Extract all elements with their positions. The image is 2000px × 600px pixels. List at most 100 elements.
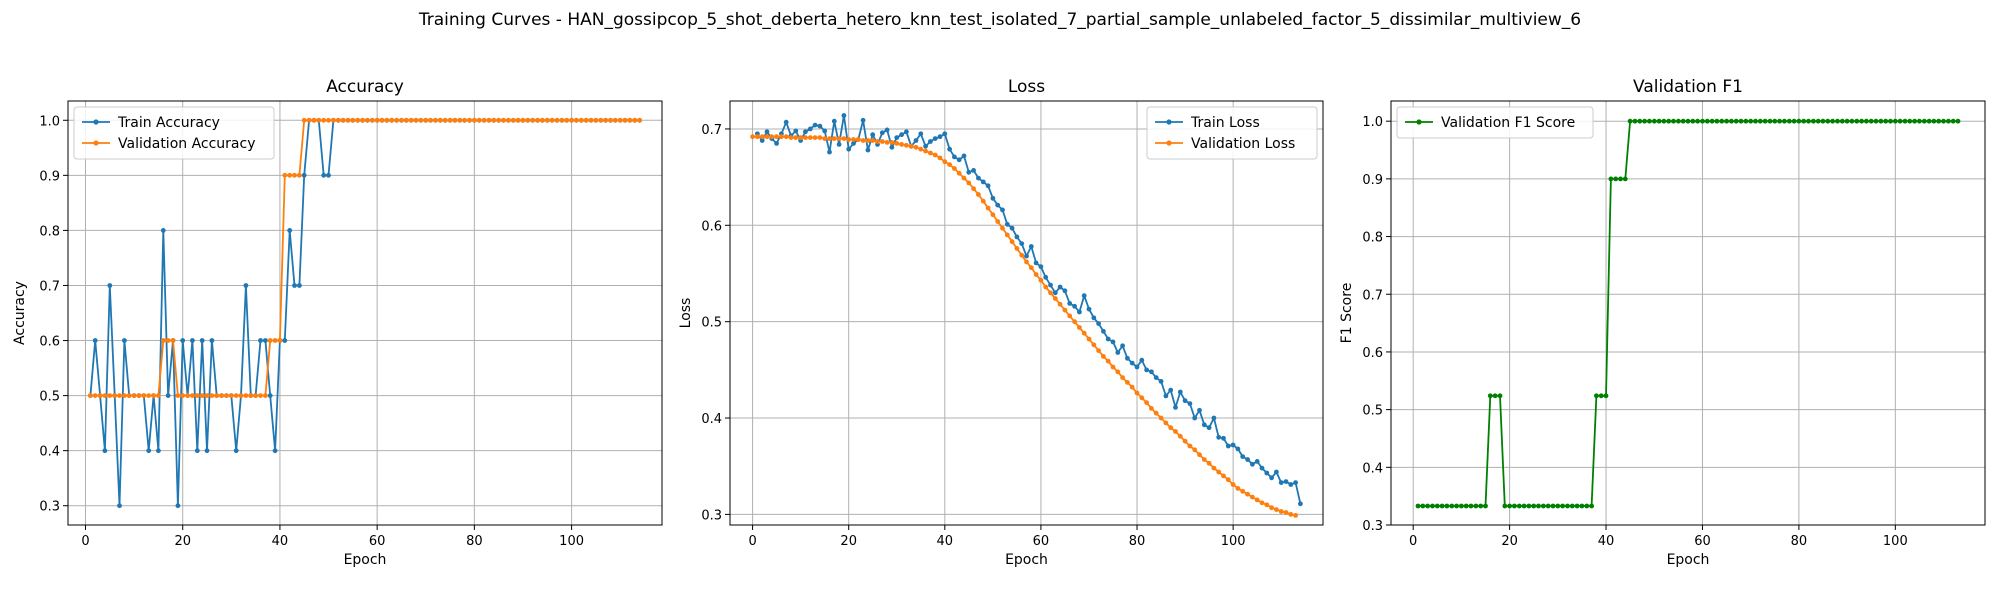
validation-loss-point	[855, 137, 861, 142]
validation-f1-score-point	[1690, 118, 1696, 124]
train-loss-point	[759, 138, 765, 143]
validation-loss-point	[1197, 452, 1202, 458]
validation-loss-point	[783, 134, 789, 140]
validation-f1-score-point	[1671, 118, 1676, 124]
figure-suptitle: Training Curves - HAN_gossipcop_5_shot_d…	[418, 10, 1581, 30]
validation-accuracy-point	[564, 117, 570, 123]
train-accuracy-point	[175, 503, 181, 509]
train-loss-point	[1129, 360, 1135, 366]
validation-accuracy-point	[267, 338, 273, 343]
validation-loss-point	[1077, 325, 1082, 330]
loss-xlabel: Epoch	[1005, 552, 1048, 568]
train-loss-point	[1144, 367, 1149, 373]
accuracy-xtick-label: 20	[174, 534, 191, 549]
validation-loss-point	[1004, 232, 1010, 238]
train-loss-point	[985, 183, 991, 189]
train-loss-point	[966, 169, 972, 175]
validation-accuracy-point	[578, 117, 584, 123]
validation-accuracy-point	[374, 117, 380, 123]
validation-f1-score-point	[1743, 118, 1749, 124]
validation-f1-score-point	[1685, 118, 1691, 124]
train-loss-point	[937, 134, 943, 140]
validation-accuracy-point	[627, 117, 633, 123]
validation-loss-point	[788, 135, 794, 141]
validation-accuracy-point	[540, 117, 545, 123]
validation-accuracy-point	[238, 393, 244, 398]
validation-loss-point	[1288, 512, 1294, 517]
validation-f1-score-point	[1584, 503, 1590, 509]
validation-f1-score-point	[1594, 393, 1599, 399]
train-loss-point	[1077, 309, 1082, 315]
train-accuracy-point	[258, 338, 263, 343]
validation-accuracy-point	[258, 393, 263, 398]
train-loss-point	[831, 118, 837, 124]
validation-accuracy-point	[462, 117, 467, 123]
validation-accuracy-point	[437, 117, 443, 123]
validation-loss-point	[1245, 491, 1250, 497]
validation-accuracy-point	[146, 393, 152, 398]
train-loss-point	[904, 129, 909, 135]
validation-loss-point	[923, 148, 928, 154]
validation-f1-score-point	[1627, 118, 1633, 124]
validation-f1-ytick-label: 0.3	[1362, 519, 1383, 534]
accuracy-ytick-label: 0.9	[39, 169, 60, 184]
train-loss-point	[1211, 415, 1217, 421]
train-loss-point	[1168, 387, 1174, 393]
validation-f1-ytick-label: 0.5	[1362, 404, 1383, 419]
validation-f1-score-point	[1700, 118, 1705, 124]
validation-f1-score-point	[1541, 503, 1546, 509]
train-loss-point	[1254, 459, 1260, 464]
validation-f1-ytick-label: 0.9	[1362, 173, 1383, 188]
validation-accuracy-point	[175, 393, 181, 398]
validation-accuracy-point	[574, 117, 579, 123]
validation-f1-score-point	[1512, 503, 1517, 509]
validation-loss-point	[894, 141, 900, 146]
validation-f1-score-point	[1502, 503, 1508, 509]
validation-loss-point	[1043, 284, 1049, 290]
validation-accuracy-point	[136, 393, 142, 398]
loss-xtick-label: 80	[1129, 534, 1146, 549]
validation-accuracy-point	[472, 117, 477, 123]
train-loss-point	[817, 123, 823, 129]
train-loss-point	[1153, 375, 1159, 380]
validation-loss-point	[1048, 290, 1053, 296]
validation-loss-point	[1033, 272, 1039, 277]
train-loss-point	[1048, 282, 1053, 288]
train-loss-point	[793, 128, 799, 134]
validation-f1-score-point	[1950, 118, 1956, 124]
validation-loss-legend-marker	[1166, 140, 1172, 146]
validation-loss-point	[1115, 369, 1121, 375]
train-loss-point	[783, 119, 789, 125]
train-loss-point	[1293, 480, 1298, 485]
validation-accuracy-point	[467, 117, 472, 123]
validation-f1-score-point	[1815, 118, 1821, 124]
accuracy-ytick-label: 0.7	[39, 279, 60, 294]
validation-f1-score-point	[1724, 118, 1729, 124]
validation-f1-xtick-label: 100	[1883, 534, 1908, 549]
train-loss-point	[899, 132, 904, 138]
validation-loss-point	[1278, 509, 1284, 514]
train-loss-point	[803, 129, 808, 135]
validation-accuracy-point	[559, 117, 565, 123]
train-loss-point	[1177, 389, 1183, 395]
validation-accuracy-point	[608, 117, 613, 123]
validation-f1-score-point	[1926, 118, 1932, 124]
train-loss-point	[1173, 405, 1178, 410]
validation-f1-score-point	[1444, 503, 1450, 509]
validation-f1-xtick-label: 60	[1694, 534, 1711, 549]
validation-accuracy-point	[340, 117, 346, 123]
train-loss-point	[841, 113, 847, 118]
validation-accuracy-point	[476, 117, 482, 123]
validation-loss-point	[841, 136, 847, 142]
train-accuracy-point	[92, 338, 98, 343]
validation-loss-point	[904, 142, 909, 148]
validation-f1-score-point	[1531, 503, 1537, 509]
validation-loss-point	[1134, 390, 1140, 396]
train-loss-point	[1019, 241, 1025, 247]
validation-loss-point	[870, 138, 876, 143]
validation-loss-point	[1240, 488, 1246, 494]
validation-f1-score-point	[1483, 503, 1488, 509]
validation-accuracy-point	[180, 393, 186, 398]
train-loss-point	[1139, 357, 1145, 363]
validation-loss-point	[1019, 252, 1025, 258]
